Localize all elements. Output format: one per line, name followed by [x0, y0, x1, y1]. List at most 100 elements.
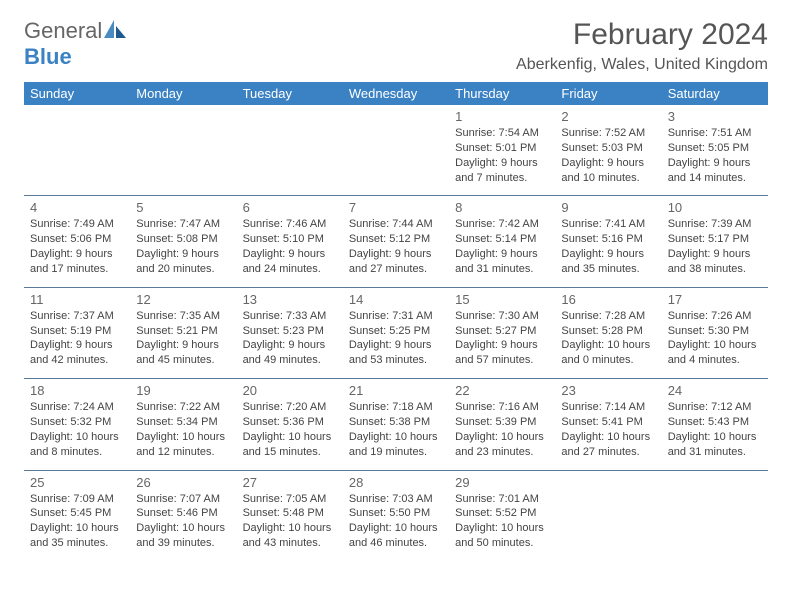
logo-sail-icon — [104, 20, 128, 38]
day-number: 5 — [136, 200, 230, 215]
day-number: 8 — [455, 200, 549, 215]
calendar-day-cell: 15 Sunrise: 7:30 AMSunset: 5:27 PMDayligh… — [449, 287, 555, 378]
day-header: Monday — [130, 82, 236, 105]
day-info: Sunrise: 7:01 AMSunset: 5:52 PMDaylight:… — [455, 492, 549, 551]
day-info: Sunrise: 7:52 AMSunset: 5:03 PMDaylight:… — [561, 126, 655, 185]
day-info: Sunrise: 7:03 AMSunset: 5:50 PMDaylight:… — [349, 492, 443, 551]
calendar-day-cell: 12 Sunrise: 7:35 AMSunset: 5:21 PMDayligh… — [130, 287, 236, 378]
calendar-week-row: 1 Sunrise: 7:54 AMSunset: 5:01 PMDaylight… — [24, 105, 768, 196]
day-info: Sunrise: 7:35 AMSunset: 5:21 PMDaylight:… — [136, 309, 230, 368]
calendar-week-row: 4 Sunrise: 7:49 AMSunset: 5:06 PMDaylight… — [24, 196, 768, 287]
day-number: 7 — [349, 200, 443, 215]
day-info: Sunrise: 7:14 AMSunset: 5:41 PMDaylight:… — [561, 400, 655, 459]
calendar-day-cell: 27 Sunrise: 7:05 AMSunset: 5:48 PMDayligh… — [237, 470, 343, 561]
calendar-day-cell: 19Sunrise: 7:22 AMSunset: 5:34 PMDayligh… — [130, 379, 236, 470]
calendar-day-cell: 18 Sunrise: 7:24 AMSunset: 5:32 PMDayligh… — [24, 379, 130, 470]
day-header: Wednesday — [343, 82, 449, 105]
day-info: Sunrise: 7:46 AMSunset: 5:10 PMDaylight:… — [243, 217, 337, 276]
calendar-day-cell: 5 Sunrise: 7:47 AMSunset: 5:08 PMDaylight… — [130, 196, 236, 287]
day-number: 13 — [243, 292, 337, 307]
calendar-day-cell: 23 Sunrise: 7:14 AMSunset: 5:41 PMDayligh… — [555, 379, 661, 470]
title-block: February 2024 Aberkenfig, Wales, United … — [516, 18, 768, 74]
calendar-day-cell: 24Sunrise: 7:12 AMSunset: 5:43 PMDayligh… — [662, 379, 768, 470]
day-info: Sunrise: 7:49 AMSunset: 5:06 PMDaylight:… — [30, 217, 124, 276]
calendar-day-cell: 10Sunrise: 7:39 AMSunset: 5:17 PMDayligh… — [662, 196, 768, 287]
header: General Blue February 2024 Aberkenfig, W… — [24, 18, 768, 74]
day-number: 16 — [561, 292, 655, 307]
calendar-day-cell: 7 Sunrise: 7:44 AMSunset: 5:12 PMDaylight… — [343, 196, 449, 287]
calendar-day-cell: 4 Sunrise: 7:49 AMSunset: 5:06 PMDaylight… — [24, 196, 130, 287]
calendar-day-cell — [662, 470, 768, 561]
day-number: 23 — [561, 383, 655, 398]
day-number: 20 — [243, 383, 337, 398]
calendar-day-cell: 20 Sunrise: 7:20 AMSunset: 5:36 PMDayligh… — [237, 379, 343, 470]
day-info: Sunrise: 7:41 AMSunset: 5:16 PMDaylight:… — [561, 217, 655, 276]
day-info: Sunrise: 7:51 AMSunset: 5:05 PMDaylight:… — [668, 126, 762, 185]
calendar-day-cell: 2Sunrise: 7:52 AMSunset: 5:03 PMDaylight… — [555, 105, 661, 196]
day-info: Sunrise: 7:24 AMSunset: 5:32 PMDaylight:… — [30, 400, 124, 459]
calendar-day-cell: 22 Sunrise: 7:16 AMSunset: 5:39 PMDayligh… — [449, 379, 555, 470]
calendar-day-cell — [343, 105, 449, 196]
calendar-day-cell: 26 Sunrise: 7:07 AMSunset: 5:46 PMDayligh… — [130, 470, 236, 561]
month-title: February 2024 — [516, 18, 768, 52]
calendar-day-cell — [237, 105, 343, 196]
day-info: Sunrise: 7:12 AMSunset: 5:43 PMDaylight:… — [668, 400, 762, 459]
day-header: Thursday — [449, 82, 555, 105]
day-info: Sunrise: 7:54 AMSunset: 5:01 PMDaylight:… — [455, 126, 549, 185]
calendar-day-cell: 6 Sunrise: 7:46 AMSunset: 5:10 PMDaylight… — [237, 196, 343, 287]
day-number: 3 — [668, 109, 762, 124]
calendar-day-cell — [130, 105, 236, 196]
day-number: 9 — [561, 200, 655, 215]
day-info: Sunrise: 7:47 AMSunset: 5:08 PMDaylight:… — [136, 217, 230, 276]
day-info: Sunrise: 7:16 AMSunset: 5:39 PMDaylight:… — [455, 400, 549, 459]
day-header: Friday — [555, 82, 661, 105]
calendar-day-cell — [555, 470, 661, 561]
calendar-day-cell: 9 Sunrise: 7:41 AMSunset: 5:16 PMDaylight… — [555, 196, 661, 287]
logo-word-general: General — [24, 18, 102, 43]
day-header-row: Sunday Monday Tuesday Wednesday Thursday… — [24, 82, 768, 105]
day-number: 17 — [668, 292, 762, 307]
calendar-day-cell: 16 Sunrise: 7:28 AMSunset: 5:28 PMDayligh… — [555, 287, 661, 378]
logo: General Blue — [24, 18, 128, 70]
day-info: Sunrise: 7:18 AMSunset: 5:38 PMDaylight:… — [349, 400, 443, 459]
calendar-day-cell: 17 Sunrise: 7:26 AMSunset: 5:30 PMDayligh… — [662, 287, 768, 378]
calendar-day-cell: 13Sunrise: 7:33 AMSunset: 5:23 PMDayligh… — [237, 287, 343, 378]
day-number: 4 — [30, 200, 124, 215]
calendar-day-cell: 3 Sunrise: 7:51 AMSunset: 5:05 PMDaylight… — [662, 105, 768, 196]
calendar-week-row: 25 Sunrise: 7:09 AMSunset: 5:45 PMDayligh… — [24, 470, 768, 561]
calendar-day-cell: 1 Sunrise: 7:54 AMSunset: 5:01 PMDaylight… — [449, 105, 555, 196]
day-info: Sunrise: 7:09 AMSunset: 5:45 PMDaylight:… — [30, 492, 124, 551]
day-number: 6 — [243, 200, 337, 215]
day-info: Sunrise: 7:28 AMSunset: 5:28 PMDaylight:… — [561, 309, 655, 368]
calendar-day-cell: 28 Sunrise: 7:03 AMSunset: 5:50 PMDayligh… — [343, 470, 449, 561]
day-number: 12 — [136, 292, 230, 307]
day-number: 1 — [455, 109, 549, 124]
location: Aberkenfig, Wales, United Kingdom — [516, 56, 768, 74]
day-info: Sunrise: 7:31 AMSunset: 5:25 PMDaylight:… — [349, 309, 443, 368]
day-number: 21 — [349, 383, 443, 398]
calendar-day-cell: 8Sunrise: 7:42 AMSunset: 5:14 PMDaylight… — [449, 196, 555, 287]
day-info: Sunrise: 7:05 AMSunset: 5:48 PMDaylight:… — [243, 492, 337, 551]
day-header: Saturday — [662, 82, 768, 105]
day-info: Sunrise: 7:20 AMSunset: 5:36 PMDaylight:… — [243, 400, 337, 459]
day-number: 14 — [349, 292, 443, 307]
day-info: Sunrise: 7:26 AMSunset: 5:30 PMDaylight:… — [668, 309, 762, 368]
calendar-day-cell: 11Sunrise: 7:37 AMSunset: 5:19 PMDayligh… — [24, 287, 130, 378]
day-number: 15 — [455, 292, 549, 307]
calendar-day-cell: 29 Sunrise: 7:01 AMSunset: 5:52 PMDayligh… — [449, 470, 555, 561]
day-number: 27 — [243, 475, 337, 490]
day-number: 22 — [455, 383, 549, 398]
calendar-day-cell: 25 Sunrise: 7:09 AMSunset: 5:45 PMDayligh… — [24, 470, 130, 561]
day-info: Sunrise: 7:07 AMSunset: 5:46 PMDaylight:… — [136, 492, 230, 551]
day-info: Sunrise: 7:44 AMSunset: 5:12 PMDaylight:… — [349, 217, 443, 276]
day-header: Tuesday — [237, 82, 343, 105]
day-number: 18 — [30, 383, 124, 398]
day-info: Sunrise: 7:30 AMSunset: 5:27 PMDaylight:… — [455, 309, 549, 368]
day-number: 29 — [455, 475, 549, 490]
calendar-day-cell: 14 Sunrise: 7:31 AMSunset: 5:25 PMDayligh… — [343, 287, 449, 378]
day-number: 26 — [136, 475, 230, 490]
day-number: 28 — [349, 475, 443, 490]
day-number: 25 — [30, 475, 124, 490]
logo-text: General Blue — [24, 18, 128, 70]
day-number: 19 — [136, 383, 230, 398]
